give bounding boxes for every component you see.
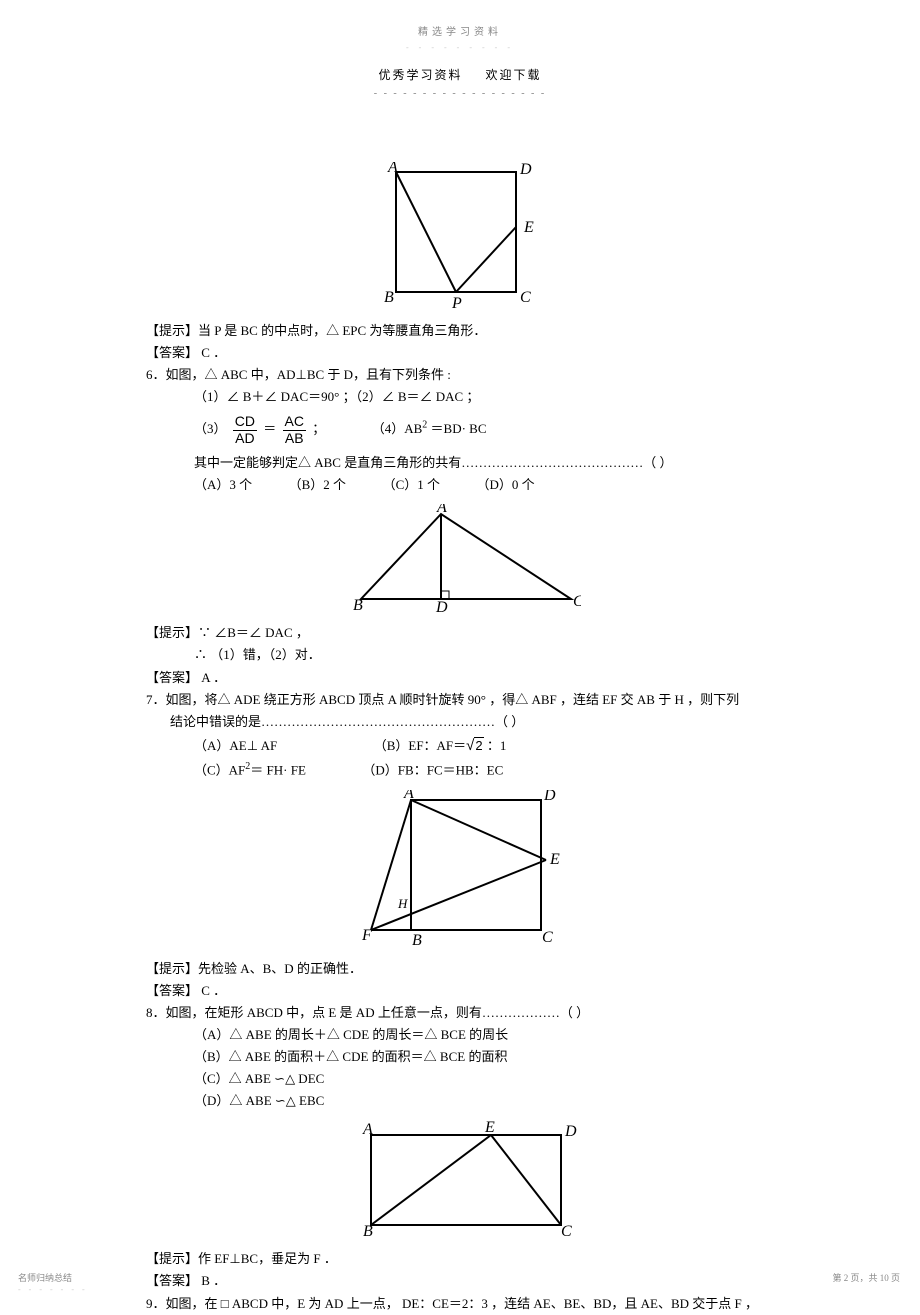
q7-stem1: 7．如图，将△ ADE 绕正方形 ABCD 顶点 A 顺时针旋转 90° ，得△… xyxy=(146,689,786,711)
page-content: A D E B P C 【提示】当 P 是 BC 的中点时，△ EPC 为等腰直… xyxy=(146,162,786,1315)
q7-options-row1: （A）AE⊥ AF （B）EF：AF＝2 ：1 xyxy=(146,733,786,759)
diagram-q7: A D E F B C H xyxy=(356,790,576,950)
svg-text:E: E xyxy=(549,851,560,868)
diagram-q8: A E D B C xyxy=(351,1120,581,1240)
watermark-top: 精选学习资料 xyxy=(0,0,920,41)
sqrt2: 2 xyxy=(466,733,483,759)
svg-text:D: D xyxy=(564,1123,577,1140)
q7-opt-b-pre: （B）EF：AF＝ xyxy=(374,738,466,753)
q6-c4-post: ＝BD· BC xyxy=(431,421,487,436)
q6-opt-a: （A）3 个 xyxy=(194,477,252,492)
svg-text:D: D xyxy=(435,599,448,614)
svg-text:B: B xyxy=(384,289,394,306)
q8-opt-c: （C）△ ABE ∽△ DEC xyxy=(146,1068,786,1090)
q7-options-row2: （C）AF2＝ FH· FE （D）FB：FC＝HB：EC xyxy=(146,758,786,781)
svg-text:B: B xyxy=(363,1223,373,1240)
svg-text:F: F xyxy=(361,927,372,944)
num-cd: CD xyxy=(233,414,257,430)
frac-cd-ad: CD AD xyxy=(233,414,257,446)
svg-text:E: E xyxy=(523,219,534,236)
header-sub2: 欢迎下载 xyxy=(486,68,542,82)
footer-dots: - - - - - - - xyxy=(18,1283,88,1297)
diagram-q6: A B D C xyxy=(351,504,581,614)
q8-tip: 【提示】作 EF⊥BC，垂足为 F ． xyxy=(146,1248,786,1270)
header-underline: - - - - - - - - - - - - - - - - - - xyxy=(0,85,920,102)
q7-answer: 【答案】 C ． xyxy=(146,980,786,1002)
q6-opt-c: （C）1 个 xyxy=(383,477,440,492)
svg-text:C: C xyxy=(520,289,531,306)
q7-opt-c-pre: （C）AF xyxy=(194,763,245,778)
q6-stem: 6．如图，△ ABC 中，AD⊥BC 于 D，且有下列条件 : xyxy=(146,364,786,386)
q6-options: （A）3 个 （B）2 个 （C）1 个 （D）0 个 xyxy=(146,474,786,496)
q6-cond3-4: （3） CD AD ＝ AC AB ； （4）AB2 ＝BD· BC xyxy=(146,414,786,446)
q8-stem: 8．如图，在矩形 ABCD 中，点 E 是 AD 上任意一点，则有………………（… xyxy=(146,1002,786,1024)
header-subtitle: 优秀学习资料 欢迎下载 xyxy=(0,65,920,85)
q8-opt-a: （A）△ ABE 的周长＋△ CDE 的周长＝△ BCE 的周长 xyxy=(146,1024,786,1046)
q8-answer: 【答案】 B ． xyxy=(146,1270,786,1292)
svg-text:C: C xyxy=(542,929,553,946)
svg-text:C: C xyxy=(561,1223,572,1240)
q7-opt-d: （D）FB：FC＝HB：EC xyxy=(362,763,503,778)
q6-c4-sup: 2 xyxy=(422,420,427,431)
q6-tip1: 【提示】∵ ∠B＝∠ DAC ， xyxy=(146,622,786,644)
watermark-dots: - - - - - - - - - xyxy=(0,41,920,55)
q6-ask: 其中一定能够判定△ ABC 是直角三角形的共有……………………………………（ ） xyxy=(146,452,786,474)
q6-opt-d: （D）0 个 xyxy=(476,477,534,492)
footer-right: 第 2 页，共 10 页 xyxy=(832,1271,900,1286)
frac-ac-ab: AC AB xyxy=(283,414,306,446)
q5-answer: 【答案】 C ． xyxy=(146,342,786,364)
header-sub1: 优秀学习资料 xyxy=(378,68,462,82)
q6-c4-pre: （4）AB xyxy=(372,421,423,436)
q7-opt-a: （A）AE⊥ AF xyxy=(194,738,277,753)
q8-opt-b: （B）△ ABE 的面积＋△ CDE 的面积＝△ BCE 的面积 xyxy=(146,1046,786,1068)
diagram-q5: A D E B P C xyxy=(376,162,556,312)
q6-answer: 【答案】 A ． xyxy=(146,667,786,689)
svg-text:A: A xyxy=(436,504,447,516)
svg-text:B: B xyxy=(353,597,363,614)
svg-text:E: E xyxy=(484,1120,495,1136)
svg-text:B: B xyxy=(412,932,422,949)
q8-opt-d: （D）△ ABE ∽△ EBC xyxy=(146,1090,786,1112)
svg-text:C: C xyxy=(573,593,581,610)
q6-c3-pre: （3） xyxy=(194,421,227,436)
q9-stem: 9．如图，在 □ ABCD 中，E 为 AD 上一点， DE：CE＝2：3 ，连… xyxy=(146,1293,786,1315)
q6-opt-b: （B）2 个 xyxy=(289,477,346,492)
q7-opt-c-post: ＝ FH· FE xyxy=(250,763,306,778)
den-ab: AB xyxy=(283,431,306,446)
q7-opt-b-post: ：1 xyxy=(484,738,507,753)
svg-text:A: A xyxy=(387,162,398,176)
svg-text:A: A xyxy=(403,790,414,802)
svg-text:H: H xyxy=(397,896,408,911)
q6-c3-eq: ＝ xyxy=(263,421,279,436)
q6-tip2: ∴ （1）错，（2）对． xyxy=(146,644,786,666)
q7-tip: 【提示】先检验 A、B、D 的正确性． xyxy=(146,958,786,980)
q6-cond1-2: （1）∠ B＋∠ DAC＝90° ；（2）∠ B＝∠ DAC ； xyxy=(146,386,786,408)
den-ad: AD xyxy=(233,431,257,446)
svg-text:D: D xyxy=(543,790,556,804)
num-ac: AC xyxy=(283,414,306,430)
q6-c3-post: ； xyxy=(312,421,325,436)
svg-text:D: D xyxy=(519,162,532,178)
q5-tip: 【提示】当 P 是 BC 的中点时，△ EPC 为等腰直角三角形． xyxy=(146,320,786,342)
svg-text:P: P xyxy=(451,295,462,312)
svg-text:A: A xyxy=(362,1121,373,1138)
q7-stem2: 结论中错误的是………………………………………………（ ） xyxy=(146,711,786,733)
